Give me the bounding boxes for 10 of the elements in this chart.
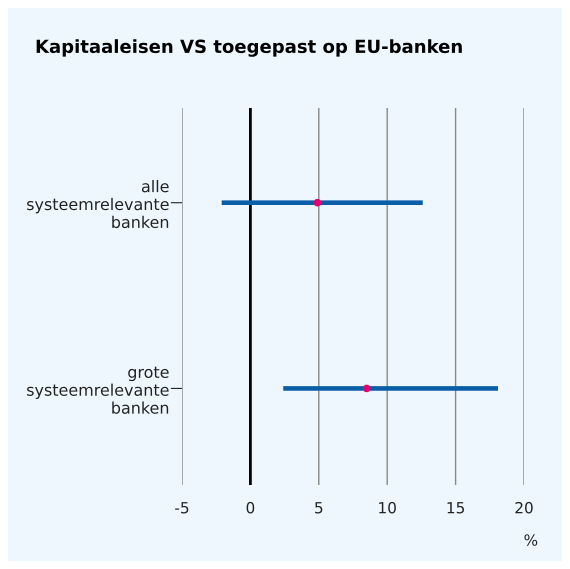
y-tick-label: grote systeemrelevante banken (27, 366, 169, 414)
x-tick-label: 5 (315, 502, 322, 514)
x-axis-title: % (524, 534, 538, 546)
x-tick-label: 20 (515, 502, 533, 514)
x-tick-label: -5 (175, 502, 188, 514)
x-tick-label: 10 (379, 502, 396, 514)
chart-title: Kapitaaleisen VS toegepast op EU-banken (36, 39, 462, 57)
y-tick-label: alle systeemrelevante banken (27, 180, 169, 228)
x-tick-label: 15 (448, 502, 464, 514)
x-tick-label: 0 (246, 502, 254, 514)
